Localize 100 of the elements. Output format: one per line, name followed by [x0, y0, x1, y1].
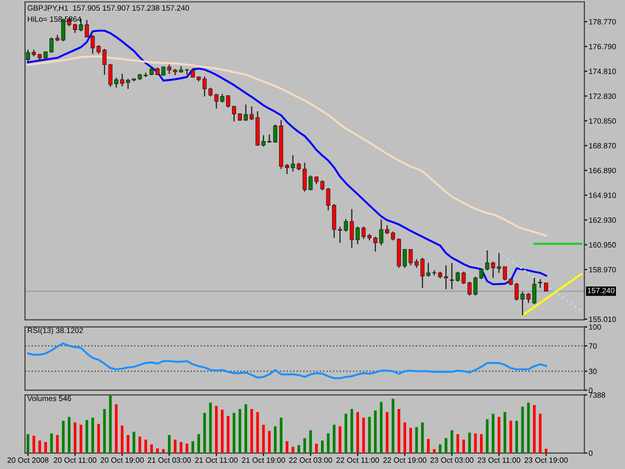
bar — [286, 441, 288, 454]
candlestick — [232, 105, 236, 122]
bar — [292, 446, 294, 454]
bar — [162, 449, 165, 454]
bar — [344, 414, 348, 454]
bar — [144, 440, 148, 454]
bar — [26, 434, 30, 454]
bar — [215, 406, 218, 454]
bar — [97, 424, 100, 454]
bar — [498, 416, 500, 454]
bar — [438, 444, 442, 454]
bar — [362, 418, 365, 454]
bar — [368, 416, 371, 454]
bar — [226, 416, 230, 454]
bar — [203, 412, 206, 454]
bar — [492, 414, 494, 454]
bar — [62, 420, 65, 454]
bar — [421, 422, 424, 454]
bar — [191, 441, 194, 454]
bar — [456, 434, 460, 454]
candlestick — [284, 163, 290, 175]
bar — [504, 412, 506, 454]
bar — [450, 430, 454, 454]
bar — [427, 438, 430, 454]
bar — [398, 408, 400, 454]
bar — [138, 436, 142, 454]
candlestick — [496, 252, 502, 274]
bar — [262, 424, 265, 454]
line-series — [26, 342, 548, 380]
bar — [315, 444, 318, 454]
bar — [180, 442, 182, 454]
bar — [197, 434, 200, 454]
bar — [538, 414, 542, 454]
bar — [114, 404, 118, 454]
bar — [256, 412, 259, 454]
bar — [109, 396, 112, 454]
bar — [297, 445, 300, 454]
bar — [274, 426, 277, 454]
bar — [168, 434, 171, 454]
bar — [209, 402, 212, 454]
bar — [386, 412, 388, 454]
bar — [244, 404, 248, 454]
bar — [444, 438, 448, 454]
candlestick — [261, 134, 266, 148]
bar — [533, 405, 536, 454]
bar — [350, 408, 354, 454]
bar — [486, 419, 489, 454]
bar — [80, 424, 82, 454]
bar — [103, 408, 106, 454]
candlestick — [102, 48, 107, 76]
bar — [44, 442, 47, 454]
bar — [468, 432, 471, 454]
bar — [321, 440, 324, 454]
bar — [415, 427, 418, 454]
bar — [86, 420, 88, 454]
bar — [474, 433, 477, 454]
bar — [515, 420, 518, 454]
candlestick — [49, 37, 54, 54]
line-series — [498, 251, 582, 312]
bar — [332, 424, 336, 454]
bar — [74, 422, 76, 454]
bar — [527, 402, 530, 454]
bar — [232, 412, 236, 454]
bar — [356, 412, 360, 454]
bar — [32, 436, 36, 454]
line-series — [26, 30, 548, 286]
bar — [338, 426, 342, 454]
bar — [403, 422, 406, 454]
bar — [38, 440, 42, 454]
bar — [432, 449, 436, 454]
bar — [374, 410, 377, 454]
bar — [462, 440, 465, 454]
bar — [309, 430, 312, 454]
bar — [150, 444, 153, 454]
bar — [326, 433, 330, 454]
bar — [68, 416, 70, 454]
bar — [132, 432, 136, 454]
bar — [392, 398, 394, 454]
bar — [250, 408, 254, 454]
bar — [91, 418, 94, 454]
line-series — [522, 272, 582, 316]
bar — [220, 410, 224, 454]
bar — [268, 431, 271, 454]
candlestick — [126, 78, 130, 90]
bar — [156, 448, 159, 454]
candlestick — [338, 226, 342, 244]
bar — [120, 426, 124, 454]
bar — [126, 434, 130, 454]
bar — [186, 444, 188, 454]
bar — [174, 440, 176, 454]
bar — [409, 428, 412, 454]
bar — [280, 418, 282, 454]
bar — [56, 434, 59, 454]
bar — [480, 434, 483, 454]
bar — [50, 433, 53, 454]
bar — [509, 420, 512, 454]
bar — [238, 408, 242, 454]
bar — [380, 402, 383, 454]
bar — [521, 406, 524, 454]
bar — [303, 438, 306, 454]
